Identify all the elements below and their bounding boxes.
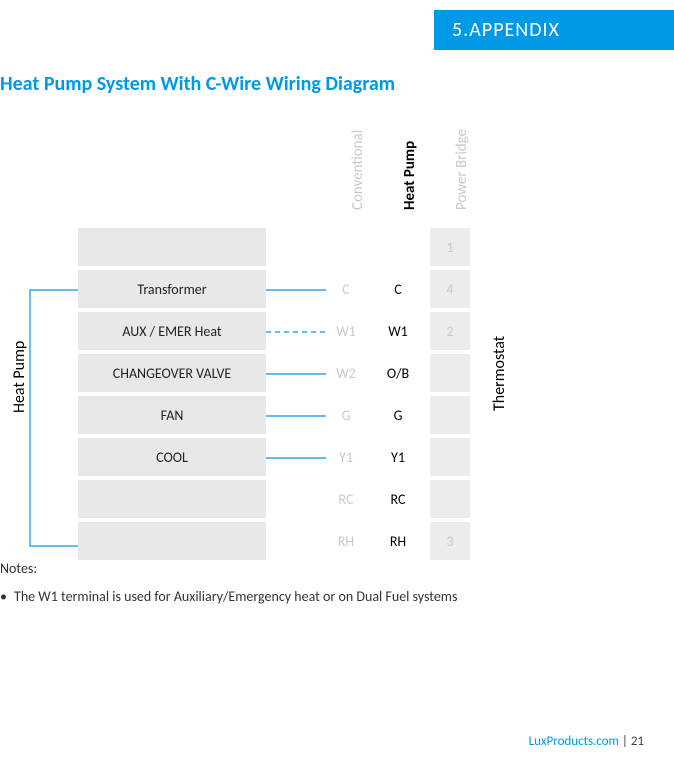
side-label-thermostat: Thermostat <box>490 336 509 411</box>
term-c-row-0: 1 <box>430 228 470 268</box>
term-b-row-5: Y1 <box>378 438 418 478</box>
term-c-row-6 <box>430 480 470 520</box>
term-c-row-5 <box>430 438 470 478</box>
equip-row-0 <box>78 228 266 268</box>
col-header-heat-pump: Heat Pump <box>401 141 419 210</box>
equip-row-4: FAN <box>78 396 266 436</box>
term-a-row-7: RH <box>326 522 366 562</box>
term-b-row-3: O/B <box>378 354 418 394</box>
footer-link: LuxProducts.com <box>529 734 619 749</box>
equip-row-6 <box>78 480 266 520</box>
footer-page: 21 <box>631 734 644 749</box>
term-b-row-7: RH <box>378 522 418 562</box>
side-label-heat-pump: Heat Pump <box>10 341 29 413</box>
appendix-header: 5.APPENDIX <box>434 10 674 50</box>
term-c-row-4 <box>430 396 470 436</box>
equip-row-7 <box>78 522 266 562</box>
notes-item-0: The W1 terminal is used for Auxiliary/Em… <box>0 588 457 605</box>
equip-row-3: CHANGEOVER VALVE <box>78 354 266 394</box>
term-a-row-1: C <box>326 270 366 310</box>
page-footer: LuxProducts.com | 21 <box>529 734 644 749</box>
term-a-row-3: W2 <box>326 354 366 394</box>
col-header-power-bridge: Power Bridge <box>453 129 471 210</box>
equip-row-5: COOL <box>78 438 266 478</box>
equip-row-1: Transformer <box>78 270 266 310</box>
term-c-row-1: 4 <box>430 270 470 310</box>
term-a-row-4: G <box>326 396 366 436</box>
term-a-row-5: Y1 <box>326 438 366 478</box>
term-b-row-6: RC <box>378 480 418 520</box>
page-title: Heat Pump System With C-Wire Wiring Diag… <box>0 72 395 96</box>
term-c-row-2: 2 <box>430 312 470 352</box>
col-header-conventional: Conventional <box>349 130 367 210</box>
term-b-row-1: C <box>378 270 418 310</box>
wiring-diagram: Heat Pump Thermostat Conventional Heat P… <box>0 108 674 548</box>
equip-row-2: AUX / EMER Heat <box>78 312 266 352</box>
term-c-row-3 <box>430 354 470 394</box>
term-b-row-2: W1 <box>378 312 418 352</box>
term-a-row-6: RC <box>326 480 366 520</box>
term-a-row-2: W1 <box>326 312 366 352</box>
term-c-row-7: 3 <box>430 522 470 562</box>
term-b-row-4: G <box>378 396 418 436</box>
term-a-row-0 <box>326 228 366 268</box>
term-b-row-0 <box>378 228 418 268</box>
footer-sep: | <box>619 734 631 749</box>
notes-heading: Notes: <box>0 560 37 577</box>
